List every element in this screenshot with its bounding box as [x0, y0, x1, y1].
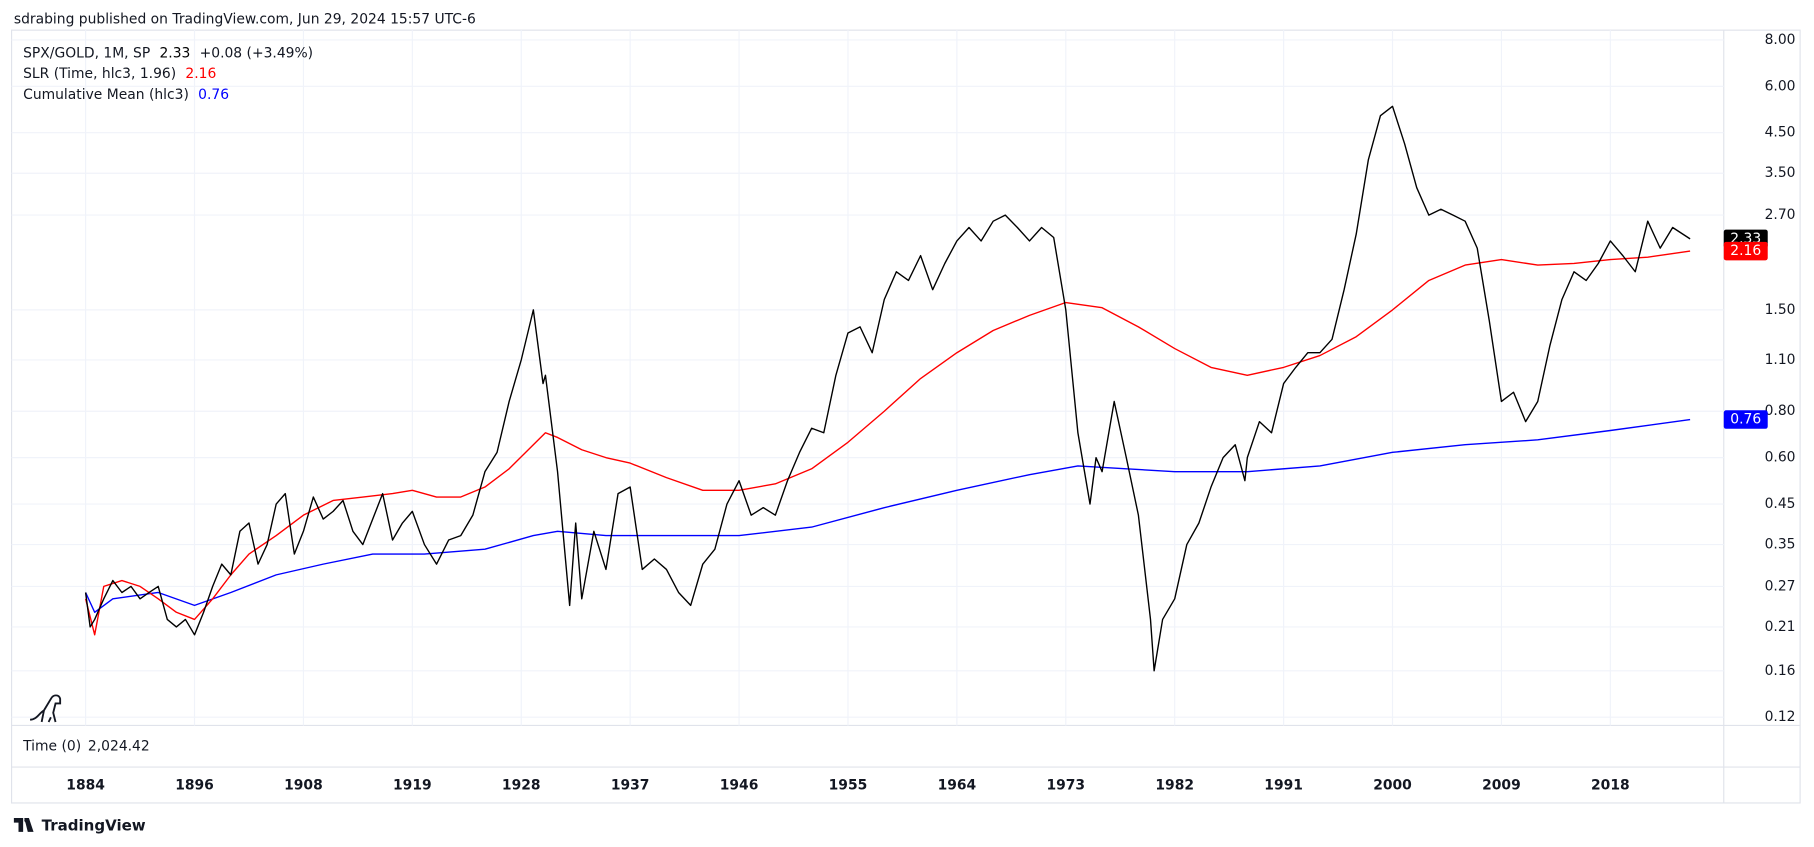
y-tick-label: 1.10	[1765, 352, 1796, 368]
y-tick-label: 0.80	[1765, 403, 1796, 419]
x-tick-label: 1946	[720, 778, 759, 794]
brand-name: TradingView	[42, 817, 146, 835]
y-tick-label: 8.00	[1765, 32, 1796, 48]
legend-name: SPX/GOLD, 1M, SP	[23, 45, 150, 61]
time-pane-value: 2,024.42	[88, 738, 150, 754]
price-label: 2.16	[1730, 243, 1761, 259]
x-tick-label: 1964	[938, 778, 977, 794]
series-line	[84, 418, 1691, 613]
y-tick-label: 6.00	[1765, 78, 1796, 94]
x-tick-label: 1919	[393, 778, 432, 794]
legend-name: Cumulative Mean (hlc3)	[23, 87, 189, 103]
chart-frame	[10, 29, 1801, 804]
y-tick-label: 0.16	[1765, 663, 1796, 679]
legend-value: 0.76	[198, 87, 229, 103]
legend-change: +0.08 (+3.49%)	[200, 45, 313, 61]
y-tick-label: 1.50	[1765, 302, 1796, 318]
x-tick-label: 2018	[1591, 778, 1630, 794]
x-tick-label: 1896	[175, 778, 214, 794]
series-line	[84, 105, 1691, 672]
y-tick-label: 0.21	[1765, 619, 1796, 635]
plot	[84, 105, 1691, 672]
x-tick-label: 1973	[1046, 778, 1085, 794]
time-pane-label: Time (0)	[22, 738, 81, 754]
x-tick-label: 1982	[1155, 778, 1194, 794]
header: sdrabing published on TradingView.com, J…	[14, 12, 476, 28]
x-tick-label: 1884	[66, 778, 105, 794]
brand-logo	[13, 817, 34, 832]
legend-value: 2.16	[185, 66, 216, 82]
x-tick-label: 1928	[502, 778, 541, 794]
series-line	[84, 250, 1691, 636]
y-tick-label: 0.27	[1765, 578, 1796, 594]
price-label-box	[1723, 241, 1768, 261]
legend-value: 2.33	[159, 45, 190, 61]
legend-name: SLR (Time, hlc3, 1.96)	[23, 66, 176, 82]
y-tick-label: 2.70	[1765, 207, 1796, 223]
y-tick-label: 0.12	[1765, 709, 1796, 725]
axes: 0.12 0.16 0.21 0.27 0.35 0.45 0.60 0.80 1.10 1.50…	[23, 32, 1795, 794]
y-tick-label: 4.50	[1765, 125, 1796, 141]
x-tick-label: 1955	[829, 778, 868, 794]
x-tick-label: 1908	[284, 778, 323, 794]
grid	[11, 30, 1724, 726]
y-tick-label: 0.45	[1765, 496, 1796, 512]
x-tick-label: 2009	[1482, 778, 1521, 794]
y-tick-label: 0.60	[1765, 450, 1796, 466]
price-label: 0.76	[1730, 412, 1761, 428]
y-tick-label: 3.50	[1765, 165, 1796, 181]
dino-icon	[29, 694, 62, 723]
x-tick-label: 1991	[1264, 778, 1303, 794]
x-tick-label: 2000	[1373, 778, 1412, 794]
y-tick-label: 0.35	[1765, 537, 1796, 553]
price-label-box	[1723, 410, 1768, 429]
x-tick-label: 1937	[611, 778, 650, 794]
